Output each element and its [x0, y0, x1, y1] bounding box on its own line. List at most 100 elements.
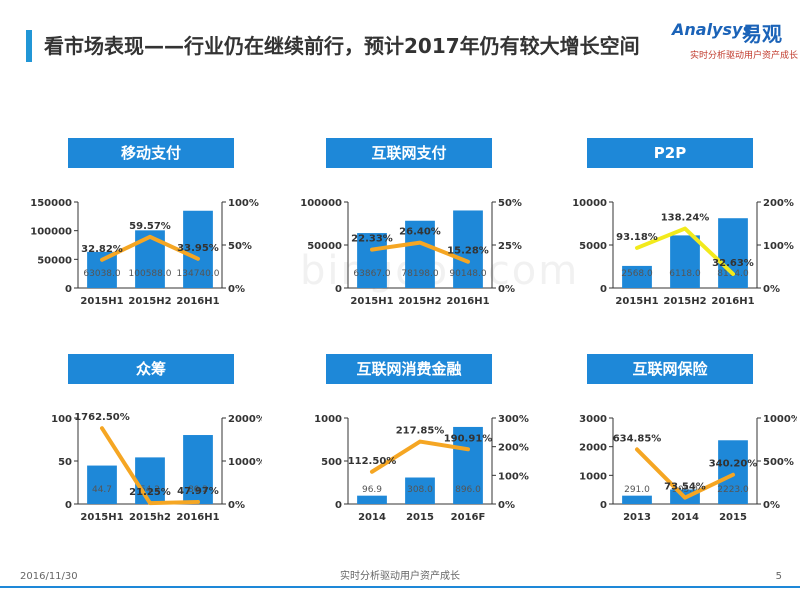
title-accent-bar	[26, 30, 32, 62]
chart-panel: 移动支付 0 50000 100000 150000 0% 50% 100% 63038.0 10…	[0, 138, 259, 328]
growth-line	[370, 240, 470, 264]
bar-value-label: 134740.0	[177, 269, 220, 279]
x-tick-label: 2015	[719, 512, 747, 523]
y-tick-label: 0	[65, 500, 72, 511]
growth-line	[100, 234, 200, 262]
bar	[405, 477, 435, 504]
y2-tick-label: 0%	[498, 500, 515, 511]
growth-line	[635, 226, 735, 276]
bar-value-label: 100588.0	[129, 269, 172, 279]
bar	[718, 440, 748, 504]
y2-tick-label: 0%	[228, 500, 245, 511]
y-tick-label: 1000	[579, 471, 607, 482]
x-tick-label: 2015	[406, 512, 434, 523]
chart-title: 互联网保险	[587, 354, 753, 384]
growth-value-label: 93.18%	[616, 232, 658, 243]
y2-tick-label: 2000%	[228, 414, 262, 425]
bar	[183, 210, 213, 288]
chart-svg: 0501000%1000%2000%44.754.280.22015H12015…	[51, 412, 262, 523]
growth-line	[100, 426, 200, 506]
y2-tick-label: 0%	[763, 500, 780, 511]
chart-title: 移动支付	[68, 138, 234, 168]
bar-value-label: 6118.0	[669, 269, 701, 279]
growth-line	[370, 439, 470, 474]
footer-divider	[0, 586, 800, 588]
growth-value-label: 1762.50%	[74, 412, 130, 423]
footer-slogan: 实时分析驱动用户资产成长	[340, 571, 460, 582]
bar-value-label: 63038.0	[83, 269, 120, 279]
y-tick-label: 50	[58, 457, 72, 468]
bar-value-label: 896.0	[455, 485, 481, 495]
logo-brand-cn: 易观	[742, 22, 782, 46]
growth-value-label: 26.40%	[399, 227, 441, 238]
page-number: 5	[775, 571, 782, 582]
bar	[622, 495, 652, 504]
chart-svg: 0 50000 100000 150000 0% 50% 100% 63038.0 100588…	[30, 198, 259, 307]
x-tick-label: 2015H1	[350, 296, 393, 307]
x-tick-label: 2016H1	[176, 512, 219, 523]
growth-value-label: 634.85%	[613, 433, 662, 444]
x-tick-label: 2015H1	[615, 296, 658, 307]
growth-value-label: 138.24%	[661, 213, 710, 224]
chart-title: 众筹	[68, 354, 234, 384]
growth-value-label: 32.82%	[81, 244, 123, 255]
x-tick-label: 2016H1	[176, 296, 219, 307]
y-tick-label: 100	[51, 414, 72, 425]
chart-title: P2P	[587, 138, 753, 168]
bar-value-label: 44.7	[92, 485, 112, 495]
x-tick-label: 2013	[623, 512, 651, 523]
y2-tick-label: 25%	[498, 241, 522, 252]
growth-value-label: 59.57%	[129, 221, 171, 232]
growth-value-label: 47.97%	[177, 486, 219, 497]
y-tick-label: 500	[321, 457, 342, 468]
y-tick-label: 10000	[572, 198, 607, 209]
x-tick-label: 2015H2	[663, 296, 706, 307]
y2-tick-label: 1000%	[763, 414, 797, 425]
logo-slogan: 实时分析驱动用户资产成长	[690, 51, 799, 61]
bar	[405, 220, 435, 288]
bar-value-label: 2568.0	[621, 269, 653, 279]
bar	[135, 457, 165, 504]
growth-value-label: 112.50%	[348, 456, 397, 467]
y-tick-label: 5000	[579, 241, 607, 252]
growth-value-label: 217.85%	[396, 426, 445, 437]
chart-panel: 众筹0501000%1000%2000%44.754.280.22015H120…	[0, 354, 262, 544]
x-tick-label: 2015H2	[398, 296, 441, 307]
x-tick-label: 2015H2	[128, 296, 171, 307]
watermark: bingdoc.com	[300, 248, 580, 294]
y2-tick-label: 0%	[228, 284, 245, 295]
growth-value-label: 15.28%	[447, 246, 489, 257]
y-tick-label: 2000	[579, 443, 607, 454]
y2-tick-label: 0%	[498, 284, 515, 295]
growth-value-label: 340.20%	[709, 459, 758, 470]
y2-tick-label: 200%	[498, 443, 529, 454]
bar-value-label: 78198.0	[401, 269, 438, 279]
footer-date: 2016/11/30	[20, 571, 78, 582]
y2-tick-label: 300%	[498, 414, 529, 425]
y2-tick-label: 100%	[498, 471, 529, 482]
chart-svg: 0 50000 100000 0% 25% 50% 63867.0 78198.0 90148.…	[300, 198, 522, 307]
chart-panel: 互联网消费金融 0 500 1000 0% 100% 200% 300% 96.9 308.0 89…	[270, 354, 529, 544]
y2-tick-label: 0%	[763, 284, 780, 295]
bar-value-label: 80.2	[188, 485, 208, 495]
chart-title: 互联网支付	[326, 138, 492, 168]
y-tick-label: 50000	[307, 241, 342, 252]
bar-value-label: 308.0	[407, 485, 433, 495]
y-tick-label: 1000	[314, 414, 342, 425]
logo-brand: Analysys	[672, 20, 752, 39]
page-title: 看市场表现——行业仍在继续前行，预计2017年仍有较大增长空间	[44, 34, 640, 58]
growth-line	[635, 447, 735, 500]
bar-value-label: 2223.0	[717, 485, 749, 495]
y-tick-label: 0	[65, 284, 72, 295]
y-tick-label: 0	[600, 284, 607, 295]
growth-value-label: 32.63%	[712, 258, 754, 269]
y-tick-label: 50000	[37, 255, 72, 266]
y2-tick-label: 100%	[228, 198, 259, 209]
growth-value-label: 73.54%	[664, 482, 706, 493]
bar-value-label: 96.9	[362, 485, 382, 495]
bar-value-label: 291.0	[624, 485, 650, 495]
bar	[87, 465, 117, 504]
x-tick-label: 2016H1	[446, 296, 489, 307]
y-tick-label: 0	[600, 500, 607, 511]
